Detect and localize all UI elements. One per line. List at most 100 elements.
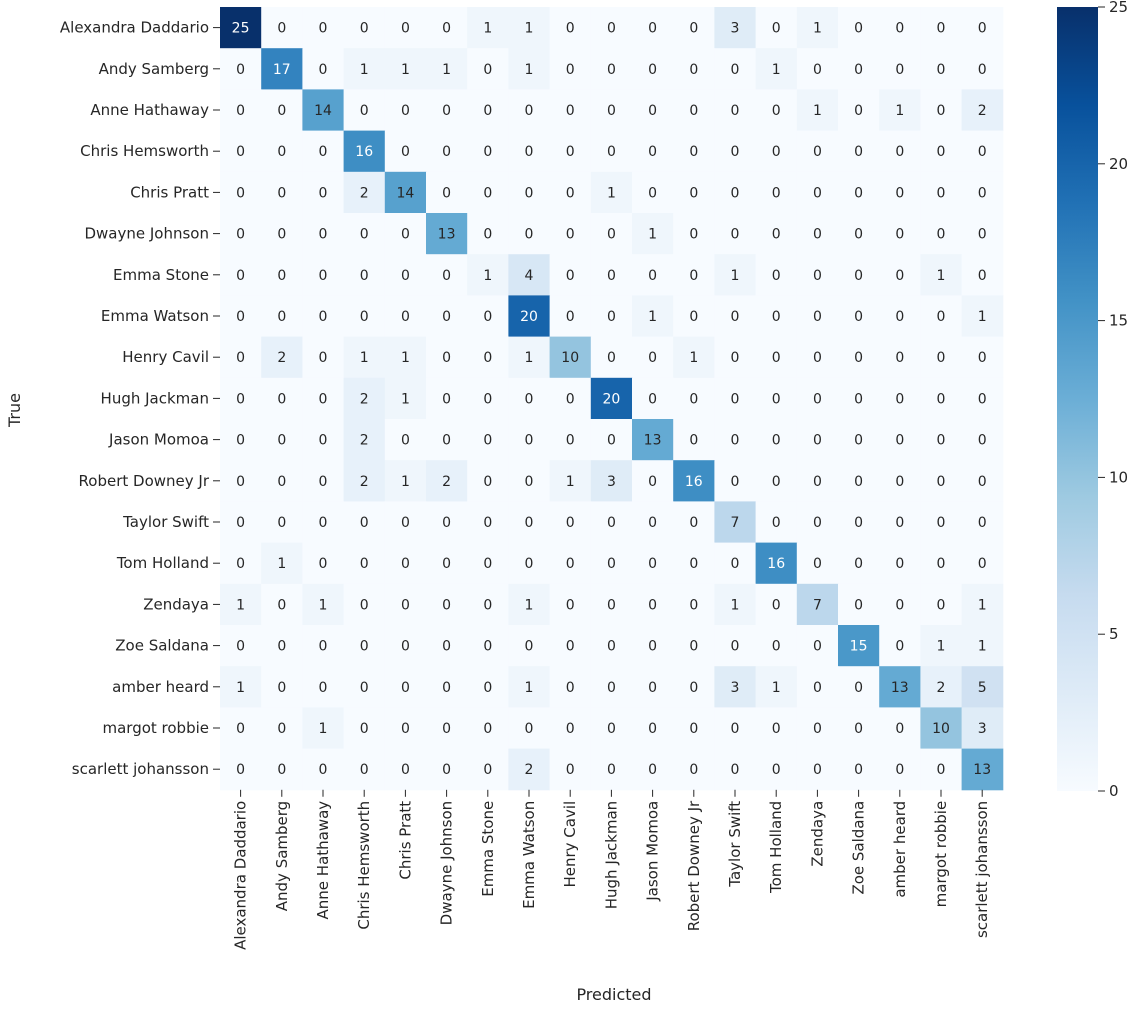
y-tick-label: scarlett johansson xyxy=(72,760,209,778)
heatmap-cell xyxy=(549,336,592,379)
heatmap-cell xyxy=(838,419,880,461)
cell-value-label: 0 xyxy=(525,144,534,160)
heatmap-cell xyxy=(961,460,1004,502)
heatmap-cell xyxy=(796,130,839,173)
heatmap-cell xyxy=(467,48,509,90)
cell-value-label: 0 xyxy=(442,639,451,655)
cell-value-label: 0 xyxy=(277,144,286,160)
heatmap-cell xyxy=(467,213,509,255)
heatmap-cell xyxy=(714,48,757,90)
heatmap-cell xyxy=(549,583,592,626)
cell-value-label: 20 xyxy=(602,391,620,407)
cell-value-label: 0 xyxy=(442,433,451,449)
heatmap-cell xyxy=(426,377,468,420)
heatmap-cell xyxy=(796,254,839,296)
heatmap-cell xyxy=(261,707,303,750)
cell-value-label: 0 xyxy=(772,639,781,655)
cell-value-label: 0 xyxy=(401,268,410,284)
cell-value-label: 0 xyxy=(731,433,740,449)
heatmap-cell xyxy=(879,542,921,585)
cell-value-label: 0 xyxy=(483,556,492,572)
cell-value-label: 0 xyxy=(772,433,781,449)
heatmap-cell xyxy=(755,130,798,173)
heatmap-cell xyxy=(590,213,633,255)
cell-value-label: 1 xyxy=(525,62,534,78)
cell-value-label: 1 xyxy=(442,62,451,78)
cell-value-label: 1 xyxy=(937,639,946,655)
cell-value-label: 1 xyxy=(401,62,410,78)
cell-value-label: 0 xyxy=(483,597,492,613)
heatmap-cell xyxy=(673,336,715,379)
cell-value-label: 1 xyxy=(319,721,328,737)
cell-value-label: 0 xyxy=(401,309,410,325)
heatmap-cell xyxy=(838,7,880,49)
cell-value-label: 0 xyxy=(895,21,904,37)
heatmap-cell xyxy=(632,419,674,461)
cell-value-label: 0 xyxy=(648,185,657,201)
heatmap-cell xyxy=(261,625,303,667)
cell-value-label: 0 xyxy=(566,185,575,201)
cell-value-label: 0 xyxy=(566,597,575,613)
heatmap-cell xyxy=(384,666,427,708)
x-tick-label: amber heard xyxy=(891,801,909,898)
heatmap-cell xyxy=(384,254,427,296)
heatmap-cell xyxy=(549,625,592,667)
heatmap-cell xyxy=(384,213,427,255)
heatmap-cell xyxy=(879,419,921,461)
cell-value-label: 0 xyxy=(525,227,534,243)
heatmap-cell xyxy=(673,171,715,214)
heatmap-cell xyxy=(879,213,921,255)
cell-value-label: 0 xyxy=(525,103,534,119)
cell-value-label: 0 xyxy=(937,309,946,325)
cell-value-label: 0 xyxy=(319,762,328,778)
cell-value-label: 0 xyxy=(360,515,369,531)
heatmap-cell xyxy=(796,213,839,255)
cell-value-label: 0 xyxy=(483,185,492,201)
cell-value-label: 0 xyxy=(772,227,781,243)
cell-value-label: 0 xyxy=(525,474,534,490)
cell-value-label: 0 xyxy=(360,227,369,243)
heatmap-cell xyxy=(343,254,386,296)
cell-value-label: 0 xyxy=(895,515,904,531)
heatmap-cell xyxy=(508,748,551,791)
heatmap-cell xyxy=(426,707,468,750)
heatmap-cell xyxy=(632,48,674,90)
heatmap-cell xyxy=(508,171,551,214)
y-tick-label: Zendaya xyxy=(143,595,209,613)
cell-value-label: 0 xyxy=(401,227,410,243)
heatmap-cell xyxy=(426,130,468,173)
heatmap-cell xyxy=(220,171,262,214)
heatmap-cell xyxy=(508,295,551,338)
cell-value-label: 0 xyxy=(483,515,492,531)
cell-value-label: 0 xyxy=(648,597,657,613)
heatmap-cell xyxy=(920,419,963,461)
heatmap-cell xyxy=(467,254,509,296)
heatmap-cell xyxy=(961,625,1004,667)
cell-value-label: 0 xyxy=(731,103,740,119)
cell-value-label: 0 xyxy=(689,597,698,613)
cell-value-label: 0 xyxy=(648,762,657,778)
cell-value-label: 0 xyxy=(937,597,946,613)
heatmap-cell xyxy=(590,419,633,461)
x-tick-label: Chris Hemsworth xyxy=(355,801,373,930)
heatmap-cell xyxy=(384,48,427,90)
cell-value-label: 0 xyxy=(607,62,616,78)
cell-value-label: 0 xyxy=(607,227,616,243)
y-tick-label: Chris Hemsworth xyxy=(80,142,209,160)
x-tick-label: Zendaya xyxy=(808,801,826,867)
cell-value-label: 1 xyxy=(483,268,492,284)
colorbar-tick-label: 0 xyxy=(1109,782,1119,800)
heatmap-cell xyxy=(220,7,262,49)
cell-value-label: 0 xyxy=(360,103,369,119)
x-tick-label: Hugh Jackman xyxy=(602,801,620,909)
cell-value-label: 1 xyxy=(607,185,616,201)
heatmap-cell xyxy=(714,171,757,214)
cell-value-label: 0 xyxy=(978,62,987,78)
cell-value-label: 0 xyxy=(689,721,698,737)
heatmap-cell xyxy=(714,583,757,626)
y-tick-label: Tom Holland xyxy=(116,554,209,572)
cell-value-label: 0 xyxy=(319,227,328,243)
cell-value-label: 0 xyxy=(401,144,410,160)
cell-value-label: 0 xyxy=(525,433,534,449)
heatmap-cell xyxy=(714,295,757,338)
